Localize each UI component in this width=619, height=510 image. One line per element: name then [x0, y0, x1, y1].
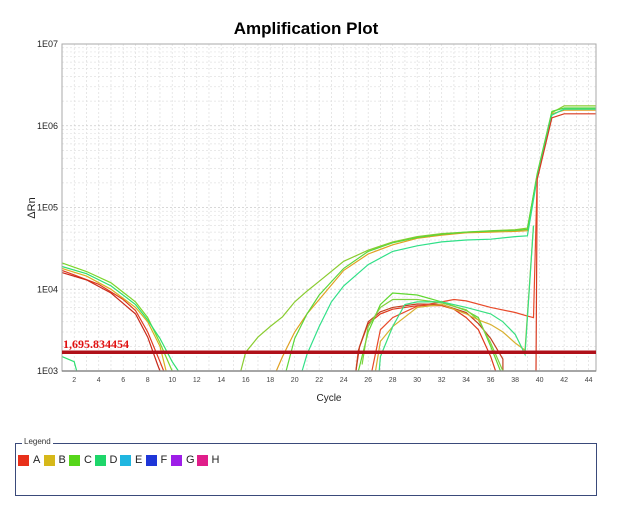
legend-swatch — [120, 454, 131, 466]
y-tick-label: 1E03 — [37, 366, 58, 376]
legend-label: B — [58, 454, 66, 466]
series-line-a[interactable] — [61, 272, 161, 372]
x-tick-label: 6 — [121, 377, 125, 384]
series-line-d[interactable] — [378, 225, 535, 372]
amplification-plot: Amplification Plot 1E03 1E04 1E05 1E06 1E07 2… — [26, 19, 597, 404]
series-line-c[interactable] — [285, 107, 596, 372]
series-line-c[interactable] — [361, 298, 504, 372]
legend: Legend A B C D E F G H — [15, 437, 597, 496]
series-line-b[interactable] — [374, 225, 535, 372]
x-tick-label: 36 — [487, 377, 495, 384]
threshold-label: 1,695.834454 — [63, 337, 129, 351]
legend-swatch — [69, 454, 80, 466]
series-line-a[interactable] — [61, 269, 165, 372]
x-axis-label: Cycle — [316, 393, 341, 404]
series-line-c[interactable] — [61, 262, 173, 372]
x-tick-label: 14 — [217, 377, 225, 384]
x-tick-label: 10 — [168, 377, 176, 384]
x-tick-label: 12 — [193, 377, 201, 384]
y-tick-label: 1E04 — [37, 284, 58, 294]
legend-label: C — [84, 454, 92, 466]
x-tick-label: 28 — [389, 377, 397, 384]
x-tick-label: 2 — [72, 377, 76, 384]
x-tick-label: 44 — [585, 377, 593, 384]
x-tick-label: 34 — [462, 377, 470, 384]
series-line-d[interactable] — [61, 356, 78, 372]
series-line-d[interactable] — [61, 265, 179, 372]
legend-item-b[interactable]: B — [43, 454, 70, 466]
y-tick-label: 1E07 — [37, 39, 58, 49]
legend-swatch — [196, 454, 208, 466]
series-group — [61, 105, 596, 372]
legend-item-c[interactable]: C — [69, 454, 95, 466]
legend-item-a[interactable]: A — [18, 454, 44, 466]
legend-label: G — [186, 454, 195, 466]
y-tick-label: 1E06 — [37, 121, 58, 131]
x-tick-label: 22 — [315, 377, 323, 384]
x-tick-label: 40 — [536, 377, 544, 384]
legend-item-f[interactable]: F — [145, 454, 172, 466]
x-tick-label: 18 — [266, 377, 274, 384]
series-line-a[interactable] — [371, 177, 538, 372]
legend-items: A B C D E F G H — [18, 454, 222, 466]
legend-label: E — [135, 454, 143, 466]
legend-swatch — [18, 454, 29, 466]
legend-swatch — [171, 454, 182, 466]
series-line-a[interactable] — [535, 113, 596, 372]
legend-title: Legend — [22, 437, 53, 446]
series-line-b[interactable] — [275, 109, 596, 372]
x-tick-label: 32 — [438, 377, 446, 384]
x-tick-label: 8 — [146, 377, 150, 384]
legend-swatch — [145, 454, 157, 466]
x-tick-label: 4 — [97, 377, 101, 384]
x-tick-label: 20 — [291, 377, 299, 384]
legend-item-h[interactable]: H — [196, 454, 223, 466]
legend-swatch — [43, 454, 55, 466]
x-tick-label: 30 — [413, 377, 421, 384]
legend-item-g[interactable]: G — [171, 454, 197, 466]
legend-swatch — [94, 454, 106, 466]
legend-item-d[interactable]: D — [94, 454, 121, 466]
x-tick-label: 26 — [364, 377, 372, 384]
legend-label: D — [109, 454, 118, 466]
x-tick-label: 16 — [242, 377, 250, 384]
x-tick-label: 42 — [560, 377, 568, 384]
x-tick-label: 38 — [511, 377, 519, 384]
y-tick-label: 1E05 — [37, 203, 58, 213]
axes — [61, 43, 597, 372]
y-axis-label: ΔRn — [26, 197, 38, 218]
legend-label: F — [160, 454, 168, 466]
x-tick-label: 24 — [340, 377, 348, 384]
chart-title: Amplification Plot — [234, 19, 379, 38]
legend-label: A — [33, 454, 41, 466]
legend-label: H — [211, 454, 220, 466]
series-line-b[interactable] — [61, 267, 167, 372]
legend-item-e[interactable]: E — [120, 454, 146, 466]
